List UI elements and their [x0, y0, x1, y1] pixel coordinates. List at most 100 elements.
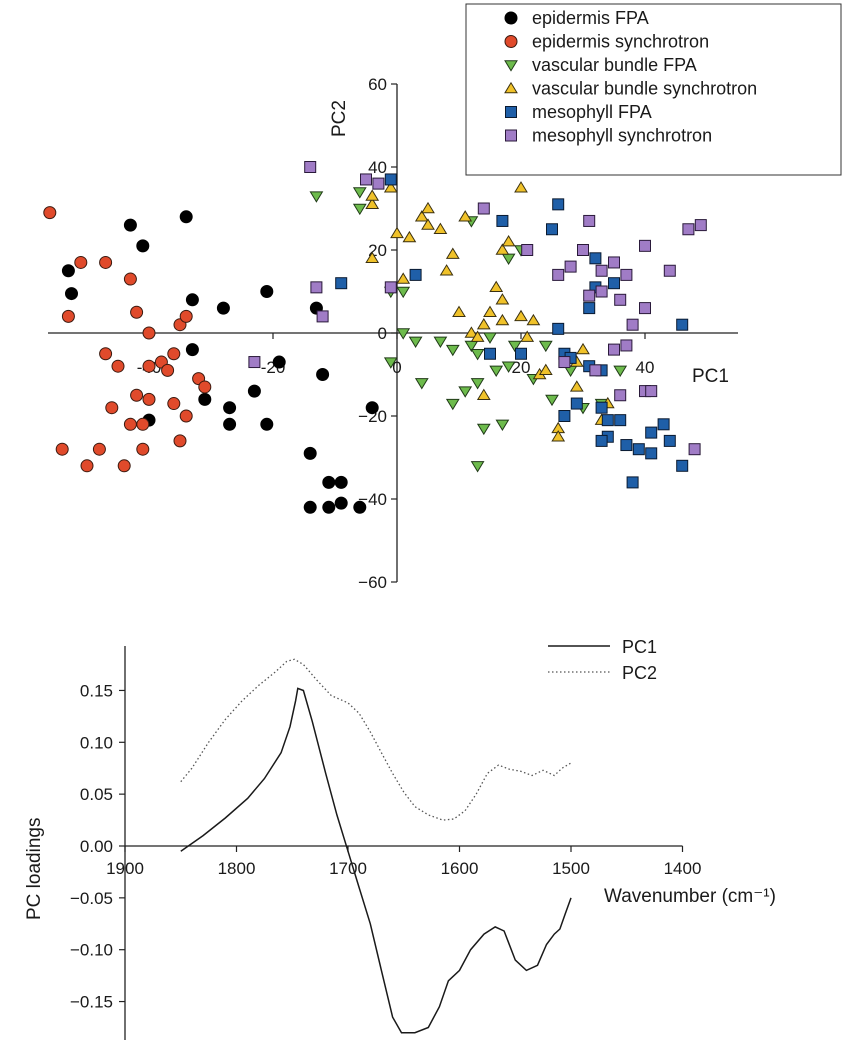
scatter-point	[167, 347, 181, 361]
scatter-point	[639, 302, 651, 315]
scatter-point	[476, 318, 491, 330]
scatter-point	[360, 173, 372, 186]
scatter-point	[663, 264, 676, 277]
scatter-point	[470, 378, 485, 390]
scatter-point	[483, 332, 497, 344]
scatter-point	[198, 380, 212, 394]
scatter-point	[334, 496, 348, 510]
scatter-point	[552, 322, 565, 335]
scatter-point	[495, 419, 510, 431]
scatter-legend-label: vascular bundle FPA	[532, 55, 697, 75]
line-legend-label: PC2	[622, 663, 657, 683]
scatter-point	[445, 344, 460, 357]
scatter-point	[352, 187, 367, 199]
scatter-point	[439, 264, 454, 276]
scatter-point	[682, 223, 695, 236]
scatter-point	[620, 268, 633, 281]
scatter-point	[223, 417, 237, 431]
scatter-point	[414, 378, 429, 390]
line-x-tick-label: 1800	[218, 859, 256, 878]
scatter-point	[303, 446, 317, 460]
scatter-point	[595, 264, 608, 277]
scatter-point	[576, 342, 590, 355]
scatter-point	[396, 328, 411, 340]
scatter-point	[589, 252, 602, 265]
scatter-point	[613, 365, 628, 378]
scatter-point	[421, 218, 435, 230]
scatter-point	[614, 389, 627, 402]
scatter-point	[470, 461, 485, 473]
scatter-point	[223, 401, 237, 415]
scatter-series-2	[309, 187, 628, 473]
scatter-point	[433, 336, 448, 348]
scatter-point	[608, 277, 620, 290]
line-x-tick-label: 1900	[106, 859, 144, 878]
scatter-point	[546, 223, 558, 236]
scatter-point	[445, 398, 460, 411]
scatter-point	[514, 181, 528, 193]
scatter-legend-box	[465, 3, 842, 176]
scatter-point	[489, 365, 504, 378]
scatter-point	[105, 401, 119, 415]
scatter-point	[620, 439, 633, 452]
scatter-point	[458, 386, 473, 398]
scatter-point	[198, 392, 212, 406]
scatter-point	[123, 218, 137, 232]
scatter-point	[161, 363, 175, 377]
scatter-y-tick-label: 40	[368, 158, 387, 177]
scatter-point	[365, 251, 380, 263]
scatter-point	[111, 359, 125, 373]
scatter-series-4	[335, 173, 689, 489]
line-y-tick-label: −0.15	[70, 993, 113, 1012]
scatter-point	[365, 401, 379, 415]
scatter-point	[452, 305, 466, 317]
line-y-tick-label: −0.05	[70, 889, 113, 908]
scatter-point	[384, 173, 397, 186]
scatter-point	[526, 313, 541, 326]
scatter-point	[501, 253, 516, 265]
scatter-legend-marker	[504, 60, 518, 72]
scatter-x-tick-label: 0	[392, 358, 401, 377]
scatter-point	[501, 361, 516, 373]
scatter-point	[688, 443, 701, 456]
scatter-point	[608, 256, 620, 269]
scatter-point	[645, 447, 658, 460]
line-series-pc2	[180, 658, 572, 821]
scatter-point	[483, 305, 497, 317]
scatter-point	[185, 343, 199, 357]
scatter-point	[99, 347, 113, 361]
scatter-point	[639, 239, 651, 252]
scatter-point	[74, 255, 88, 269]
scatter-point	[365, 197, 380, 210]
scatter-point	[470, 349, 485, 361]
scatter-point	[632, 443, 645, 456]
scatter-series-0	[61, 210, 379, 514]
scatter-point	[657, 418, 670, 431]
scatter-point	[570, 397, 583, 410]
scatter-point	[552, 198, 565, 211]
scatter-point	[260, 285, 274, 298]
scatter-point	[136, 417, 150, 431]
scatter-point	[583, 302, 596, 315]
line-y-tick-label: 0.00	[80, 837, 113, 856]
scatter-y-tick-label: −20	[358, 407, 387, 426]
scatter-y-axis-label: PC2	[329, 100, 350, 137]
scatter-point	[538, 363, 553, 376]
scatter-point	[61, 309, 75, 323]
scatter-point	[577, 244, 589, 256]
scatter-point	[142, 392, 156, 406]
scatter-legend-marker	[504, 35, 518, 48]
line-series-pc1	[180, 687, 572, 1034]
scatter-legend: epidermis FPA epidermis synchrotron vascul…	[465, 3, 842, 176]
scatter-point	[645, 385, 658, 398]
scatter-legend-marker	[504, 81, 518, 94]
scatter-point	[495, 293, 510, 305]
scatter-legend-label: mesophyll synchrotron	[532, 126, 712, 146]
scatter-point	[521, 244, 534, 256]
scatter-point	[414, 210, 429, 222]
scatter-point	[495, 313, 510, 326]
scatter-legend-label: mesophyll FPA	[532, 102, 652, 122]
